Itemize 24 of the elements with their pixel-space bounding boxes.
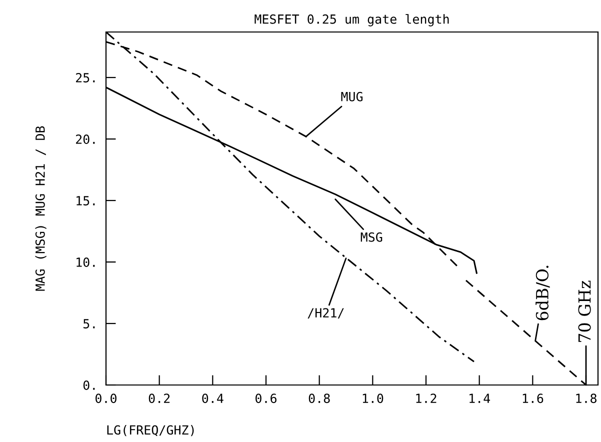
annotation: MSG — [360, 232, 382, 242]
annotation: 6dB/O. — [536, 266, 550, 320]
x-tick-label: 0.0 — [96, 394, 116, 404]
x-tick-label: 1.6 — [522, 394, 544, 404]
y-tick-label: 15. — [76, 196, 95, 206]
y-tick-label: 5. — [83, 319, 95, 328]
y-tick-label: 25. — [76, 73, 95, 82]
x-tick-label: 1.0 — [362, 394, 384, 404]
x-tick-label: 1.2 — [416, 394, 436, 403]
x-tick-label: 0.8 — [308, 394, 330, 404]
x-tick-label: 0.4 — [202, 394, 224, 404]
x-tick-label: 0.6 — [256, 394, 276, 404]
annotation: MUG — [341, 92, 363, 102]
y-tick-label: 0. — [83, 380, 95, 390]
y-tick-label: 10. — [76, 258, 95, 267]
annotation: /H21/ — [308, 308, 344, 319]
x-tick-label: 1.4 — [470, 394, 490, 403]
x-axis-title: LG(FREQ/GHZ) — [107, 425, 194, 436]
chart-title: MESFET 0.25 um gate length — [254, 14, 449, 26]
x-tick-label: 0.2 — [148, 394, 170, 404]
y-axis-title: MAG (MSG) MUG H21 / DB — [35, 126, 46, 291]
y-tick-label: 20. — [76, 134, 95, 144]
x-tick-label: 1.8 — [576, 394, 596, 404]
annotation: 70 GHz — [578, 280, 591, 342]
